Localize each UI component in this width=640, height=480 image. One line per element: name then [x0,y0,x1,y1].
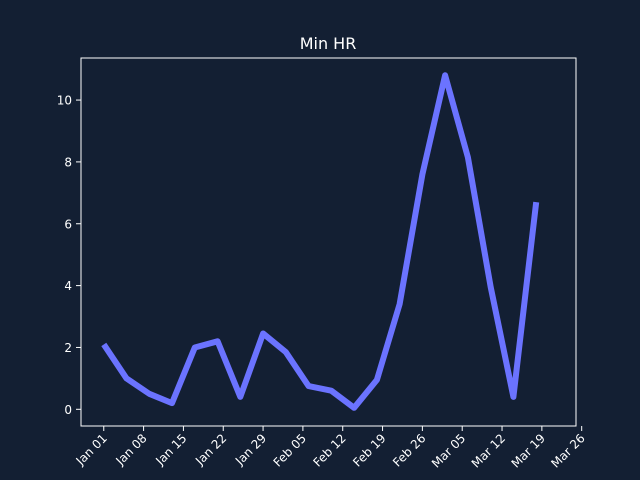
y-tick-label: 6 [64,217,72,231]
x-tick-label: Mar 05 [429,431,468,470]
x-tick-label: Mar 12 [469,431,508,470]
x-tick-label: Feb 05 [271,431,309,469]
plot-frame [80,57,577,427]
x-tick-label: Jan 29 [232,431,269,468]
x-tick-label: Mar 26 [548,431,587,470]
y-tick-label: 10 [57,94,72,108]
chart-title: Min HR [300,34,357,53]
y-tick-label: 4 [64,279,72,293]
y-tick-label: 8 [64,155,72,169]
x-tick-label: Jan 15 [152,431,189,468]
x-tick-label: Feb 19 [350,431,388,469]
x-tick-label: Jan 22 [192,431,229,468]
x-tick-label: Feb 26 [390,431,428,469]
y-tick-label: 2 [64,341,72,355]
x-tick-label: Jan 01 [73,431,110,468]
x-tick-label: Mar 19 [509,431,548,470]
x-tick-label: Feb 12 [310,431,348,469]
y-tick-label: 0 [64,403,72,417]
series-line [101,72,540,411]
x-tick-label: Jan 08 [113,431,150,468]
